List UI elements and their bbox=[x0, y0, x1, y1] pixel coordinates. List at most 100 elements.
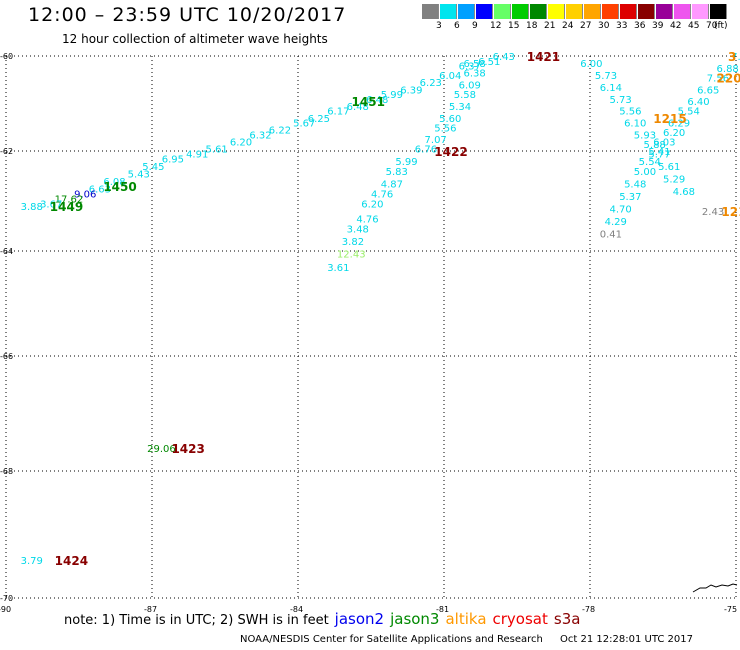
y-tick-label: -64 bbox=[0, 247, 13, 256]
x-tick-label: -81 bbox=[436, 605, 449, 614]
scale-swatch bbox=[440, 4, 457, 19]
swh-observation: 5.99 bbox=[381, 90, 403, 101]
swh-observation: 6.03 bbox=[653, 138, 675, 149]
track-time-label: 1214 bbox=[721, 205, 740, 219]
swh-observation: 5.73 bbox=[609, 95, 631, 106]
swh-observation: 6.00 bbox=[580, 59, 602, 70]
swh-observation: 6.23 bbox=[420, 78, 442, 89]
scale-label: 12 bbox=[490, 21, 502, 31]
x-tick-label: -78 bbox=[582, 605, 595, 614]
scale-swatch bbox=[458, 4, 475, 19]
satellite-name: cryosat bbox=[492, 610, 548, 628]
scale-swatch bbox=[566, 4, 583, 19]
swh-observation: 6.20 bbox=[361, 200, 383, 211]
y-tick-label: -66 bbox=[0, 352, 13, 361]
swh-observation: 6.32 bbox=[249, 130, 271, 141]
scale-label: 45 bbox=[688, 21, 700, 31]
track-time-label: 1215 bbox=[653, 112, 686, 126]
swh-observation: 4.87 bbox=[381, 180, 403, 191]
scale-label: 27 bbox=[580, 21, 592, 31]
swh-observation: 3.88 bbox=[21, 202, 43, 213]
swh-observation: 17.62 bbox=[55, 195, 84, 206]
track-labels-layer: 1421 1451 1422 1450 1449 1215 1214 220 3 1423 1424 bbox=[50, 50, 740, 568]
swh-observation: 3.67 bbox=[40, 200, 62, 211]
coastline bbox=[692, 583, 738, 593]
swh-observation: 6.29 bbox=[668, 119, 690, 130]
scale-swatch bbox=[638, 4, 655, 19]
swh-observation: 6.48 bbox=[366, 95, 388, 106]
track-time-label: 220 bbox=[717, 71, 740, 85]
map-subtitle: 12 hour collection of altimeter wave hei… bbox=[62, 32, 328, 46]
swh-observation: 6.08 bbox=[103, 177, 125, 188]
swh-observation: 2.43 bbox=[702, 207, 724, 218]
satellite-name: jason2 bbox=[334, 610, 385, 628]
swh-observation: 6.88 bbox=[717, 64, 739, 75]
map-grid bbox=[5, 55, 737, 599]
scale-swatch bbox=[710, 4, 727, 19]
swh-observation: 5.29 bbox=[663, 175, 685, 186]
swh-observation: 3.48 bbox=[347, 225, 369, 236]
satellite-name: jason3 bbox=[390, 610, 440, 628]
swh-observation: 6.25 bbox=[308, 114, 330, 125]
track-time-label: 1421 bbox=[527, 50, 560, 64]
swh-observation: 29.06 bbox=[147, 444, 176, 455]
scale-unit: (ft) bbox=[714, 21, 728, 31]
note-line: note: 1) Time is in UTC; 2) SWH is in fe… bbox=[64, 610, 580, 628]
scale-label: 15 bbox=[508, 21, 520, 31]
swh-observation: 5.45 bbox=[142, 162, 164, 173]
swh-observation: 5.48 bbox=[624, 180, 646, 191]
track-time-label: 1451 bbox=[352, 95, 385, 109]
scale-label: 39 bbox=[652, 21, 664, 31]
track-time-label: 1449 bbox=[50, 200, 83, 214]
scale-label: 33 bbox=[616, 21, 628, 31]
map-title: 12:00 – 23:59 UTC 10/20/2017 bbox=[28, 4, 347, 26]
swh-observation: 6.04 bbox=[439, 71, 461, 82]
x-tick-label: -90 bbox=[0, 605, 11, 614]
swh-observation: 6.58 bbox=[463, 59, 485, 70]
swh-observation: 4.91 bbox=[186, 150, 208, 161]
swh-observation: 5.83 bbox=[386, 167, 408, 178]
swh-observation: 5.77 bbox=[648, 150, 670, 161]
swh-observation: 5.54 bbox=[678, 107, 700, 118]
note-text: note: 1) Time is in UTC; 2) SWH is in fe… bbox=[64, 613, 329, 628]
swh-observation: 3.61 bbox=[327, 263, 349, 274]
scale-swatch bbox=[548, 4, 565, 19]
swh-observation: 9.06 bbox=[74, 190, 96, 201]
swh-observation: 5.56 bbox=[434, 123, 456, 134]
swh-observation: 6.20 bbox=[663, 128, 685, 139]
swh-observation: 12.43 bbox=[337, 250, 366, 261]
swh-observation: 5.99 bbox=[395, 157, 417, 168]
swh-observation: 6.40 bbox=[687, 97, 709, 108]
swh-observation: 3.79 bbox=[21, 556, 43, 567]
scale-swatch bbox=[584, 4, 601, 19]
swh-observation: 4.76 bbox=[371, 190, 393, 201]
swh-observation: 6.51 bbox=[478, 57, 500, 68]
scale-swatch bbox=[620, 4, 637, 19]
scale-label: 30 bbox=[598, 21, 610, 31]
scale-swatch bbox=[692, 4, 709, 19]
y-tick-label: -68 bbox=[0, 467, 13, 476]
swh-observation: 6.63 bbox=[89, 185, 111, 196]
x-tick-label: -84 bbox=[290, 605, 303, 614]
swh-observation: 4.70 bbox=[609, 205, 631, 216]
x-tick-label: -87 bbox=[144, 605, 157, 614]
footer-credit: NOAA/NESDIS Center for Satellite Applica… bbox=[240, 634, 543, 645]
swh-observation: 5.88 bbox=[644, 140, 666, 151]
swh-observation: 7.56 bbox=[707, 73, 729, 84]
swh-observation: 6.17 bbox=[327, 107, 349, 118]
swh-observation: 5.61 bbox=[658, 162, 680, 173]
swh-observation: 5.56 bbox=[619, 107, 641, 118]
swh-observation: 5.34 bbox=[449, 102, 471, 113]
swh-observation: 6.37 bbox=[459, 62, 481, 73]
swh-observation: 5.93 bbox=[634, 130, 656, 141]
scale-label: 21 bbox=[544, 21, 556, 31]
swh-observation: 4.68 bbox=[673, 187, 695, 198]
swh-observation: 4.29 bbox=[605, 217, 627, 228]
swh-observation: 5.73 bbox=[595, 71, 617, 82]
axis-ticks: -90 -87 -84 -81 -78 -75 -60 -62 -64 -66 -68 -70 bbox=[0, 52, 737, 614]
track-time-label: 1423 bbox=[171, 442, 204, 456]
swh-observation: 6.95 bbox=[162, 155, 184, 166]
satellite-legend: jason2 jason3 altika cryosat s3a bbox=[329, 610, 581, 628]
swh-observation: 6.09 bbox=[459, 81, 481, 92]
